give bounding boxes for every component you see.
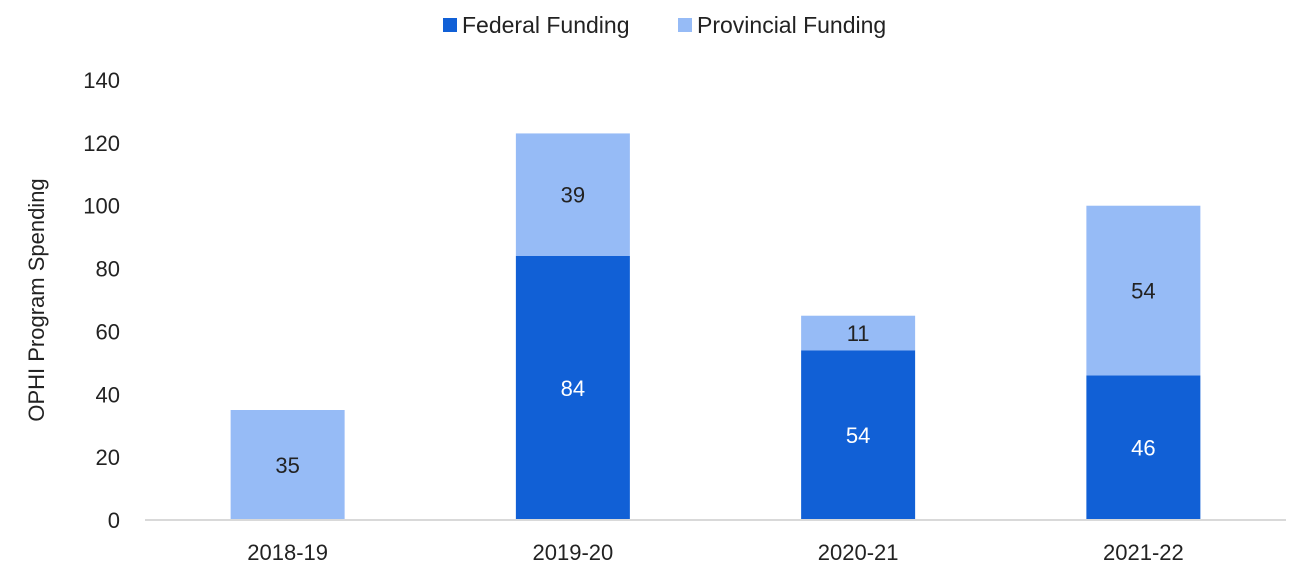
data-label: 84 xyxy=(561,376,585,401)
data-label: 54 xyxy=(846,423,870,448)
y-tick-label: 80 xyxy=(96,257,120,282)
x-tick-label: 2021-22 xyxy=(1103,540,1184,565)
bar-segment-provincial xyxy=(1086,205,1201,376)
bar-segment-federal xyxy=(801,350,916,520)
x-tick-label: 2018-19 xyxy=(247,540,328,565)
data-label: 54 xyxy=(1131,279,1155,304)
y-tick-label: 60 xyxy=(96,319,120,344)
y-tick-label: 100 xyxy=(83,194,120,219)
legend-label-provincial: Provincial Funding xyxy=(697,12,886,38)
data-label: 39 xyxy=(561,183,585,208)
y-tick-label: 0 xyxy=(108,508,120,533)
bar-segment-federal xyxy=(1086,375,1201,520)
data-label: 11 xyxy=(847,321,870,346)
y-tick-label: 140 xyxy=(83,68,120,93)
legend-label-federal: Federal Funding xyxy=(462,12,630,38)
bar-segment-provincial xyxy=(515,133,630,256)
data-label: 46 xyxy=(1131,436,1155,461)
bar-segment-federal xyxy=(515,256,630,520)
y-tick-label: 120 xyxy=(83,131,120,156)
legend: Federal Funding Provincial Funding xyxy=(443,12,886,38)
legend-swatch-federal xyxy=(443,18,457,32)
legend-swatch-provincial xyxy=(678,18,692,32)
x-tick-label: 2020-21 xyxy=(818,540,899,565)
data-label: 35 xyxy=(275,453,299,478)
y-axis-title: OPHI Program Spending xyxy=(24,178,49,421)
y-axis: OPHI Program Spending 0 20 40 60 80 100 120 140 xyxy=(24,68,120,533)
bars: 35 84 39 54 11 46 54 xyxy=(230,133,1201,520)
x-axis: 2018-19 2019-20 2020-21 2021-22 xyxy=(145,519,1286,565)
y-tick-label: 40 xyxy=(96,382,120,407)
bar-segment-provincial xyxy=(801,315,916,351)
y-tick-label: 20 xyxy=(96,445,120,470)
x-tick-label: 2019-20 xyxy=(533,540,614,565)
bar-segment-provincial xyxy=(230,410,345,520)
